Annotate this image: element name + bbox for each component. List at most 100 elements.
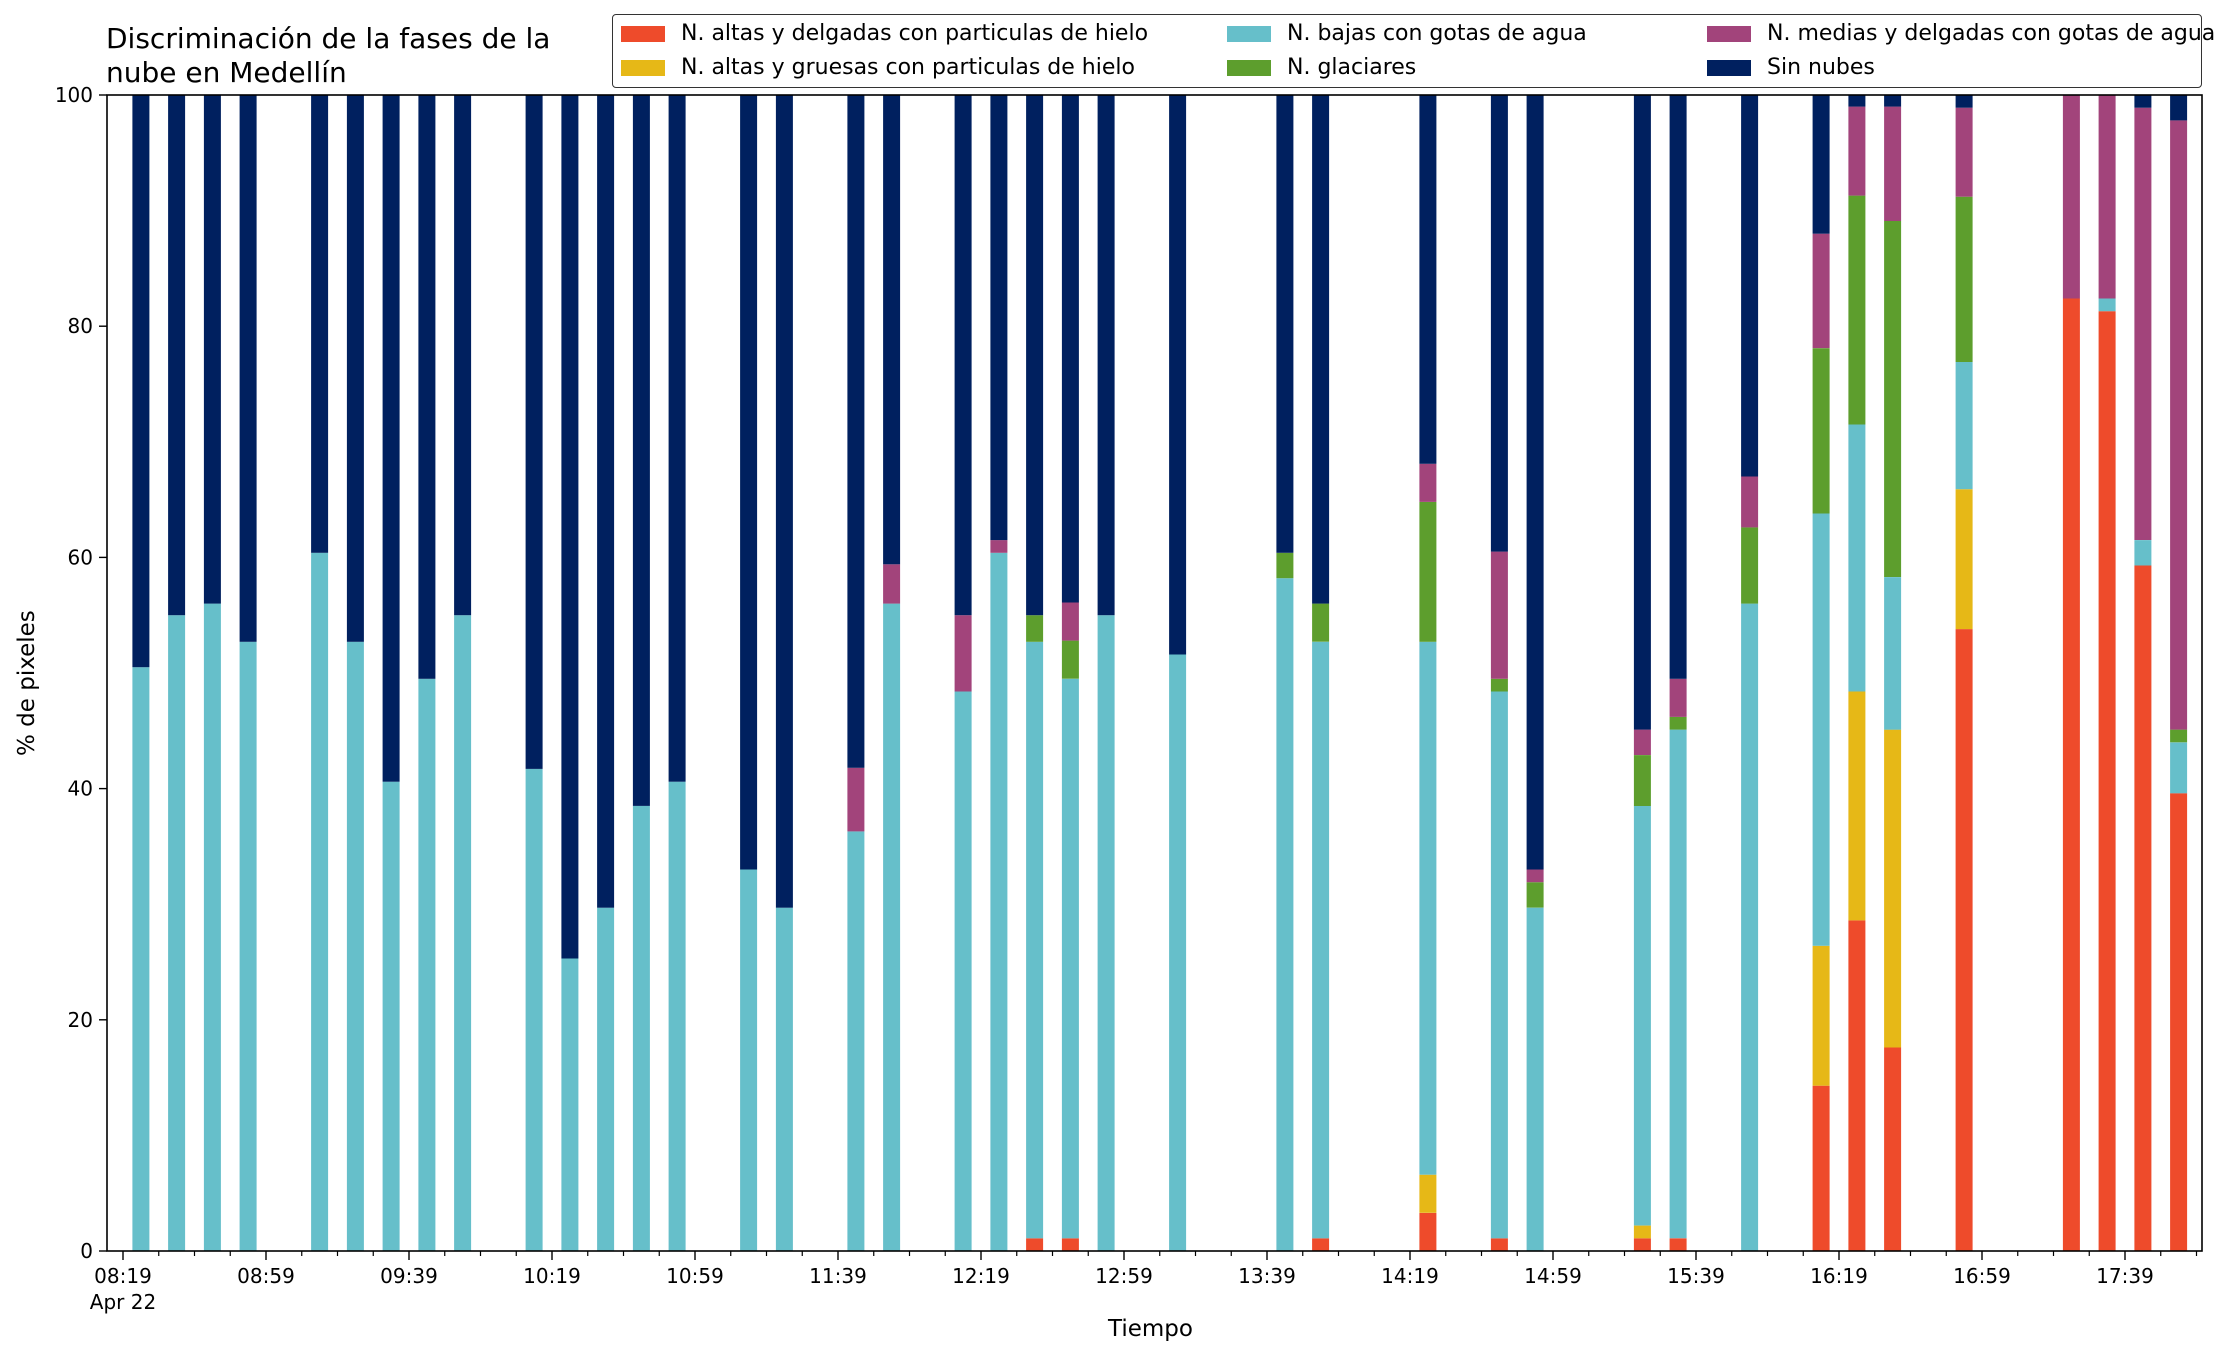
bar-segment [1848,691,1866,921]
bar-segment [2062,95,2080,299]
legend: N. altas y delgadas con particulas de hi… [612,14,2215,88]
legend-swatch [1707,59,1751,76]
bar-segment [1312,641,1330,1239]
bar-segment [1312,603,1330,642]
bar-segment [132,667,150,1251]
bar-segment [1061,602,1079,641]
bar-segment [1848,195,1866,425]
bar-segment [1276,552,1294,579]
bar-segment [1741,95,1759,477]
legend-swatch [621,25,665,42]
bar-segment [2170,793,2188,1251]
bar-segment [454,615,472,1251]
bar-segment [632,805,650,1251]
bar-segment [2170,95,2188,121]
legend-label: N. medias y delgadas con gotas de agua [1767,21,2216,46]
x-tick-label: 08:19 [94,1264,152,1288]
bar-segment [1741,527,1759,604]
bar-segment [1026,95,1044,616]
legend-item: N. glaciares [1227,55,1416,80]
bar-segment [2098,95,2116,299]
y-axis-label: % de pixeles [14,610,40,756]
bar-segment [1026,641,1044,1239]
bar-segment [1526,882,1544,908]
bar-segment [1669,1238,1687,1251]
bar-segment [990,552,1008,1251]
title-line-1: Discriminación de la fases de la [106,22,551,55]
legend-swatch [621,59,665,76]
x-axis-label: Tiempo [1108,1316,1193,1342]
bar-segment [1026,1238,1044,1251]
bar-segment [740,95,758,870]
x-tick-label: 11:39 [809,1264,867,1288]
bar-segment [1884,577,1902,730]
bar-segment [168,615,186,1251]
bar-segment [1312,1238,1330,1251]
bar-segment [954,615,972,692]
legend-label: N. altas y delgadas con particulas de hi… [681,21,1149,46]
bar-segment [1419,1212,1437,1251]
bar-segment [1633,95,1651,730]
bar-segment [1169,95,1187,655]
bar-segment [1955,196,1973,362]
bar-segment [1526,869,1544,883]
x-tick-label: 14:19 [1381,1264,1439,1288]
chart-title: Discriminación de la fases de la nube en… [106,22,550,90]
legend-swatch [1227,25,1271,42]
y-tick-label: 20 [68,1008,93,1032]
bar-segment [1884,95,1902,107]
bar-segment [525,768,543,1251]
x-tick-label: 10:19 [523,1264,581,1288]
bar-segment [990,540,1008,553]
plot-frame [106,94,2203,1252]
legend-item: N. altas y delgadas con particulas de hi… [621,21,1148,46]
bar-segment [1669,95,1687,679]
bar-segment [1490,95,1508,552]
x-tick-sublabel: Apr 22 [90,1290,156,1314]
bar-segment [2170,729,2188,743]
bar-segment [1848,424,1866,692]
legend-label: N. glaciares [1287,55,1417,80]
legend-item: N. bajas con gotas de agua [1227,21,1587,46]
y-tick-label: 100 [55,83,93,107]
legend-swatch [1707,25,1751,42]
bar-segment [632,95,650,806]
bar-segment [668,781,686,1251]
x-tick-label: 15:39 [1667,1264,1725,1288]
bar-segment [1633,1225,1651,1239]
bar-segment [454,95,472,616]
bar-segment [132,95,150,668]
bar-segment [2134,95,2152,108]
bar-segment [239,641,257,1251]
bar-segment [1633,1238,1651,1251]
bar-segment [561,958,579,1251]
y-tick-label: 60 [68,545,93,569]
bar-segment [1061,1238,1079,1251]
bar-segment [1884,1047,1902,1251]
bar-segment [883,603,901,1251]
bars [132,95,2188,1251]
bar-segment [1061,640,1079,679]
bar-segment [1419,463,1437,502]
bar-segment [1419,95,1437,464]
legend-label: N. altas y gruesas con particulas de hie… [681,55,1135,80]
bar-segment [2062,298,2080,1251]
bar-segment [2098,298,2116,312]
bar-segment [1633,729,1651,755]
bar-segment [1526,95,1544,870]
x-tick-label: 17:39 [2096,1264,2154,1288]
bar-segment [1741,603,1759,1251]
bar-segment [346,95,364,642]
bar-segment [1812,348,1830,514]
bar-segment [1526,907,1544,1251]
bar-segment [1633,805,1651,1226]
legend-label: Sin nubes [1767,55,1875,80]
bar-segment [382,781,400,1251]
bar-segment [1490,551,1508,679]
bar-segment [1312,95,1330,604]
bar-segment [847,95,865,768]
bar-segment [346,641,364,1251]
bar-segment [1097,615,1115,1251]
x-tick-label: 08:59 [237,1264,295,1288]
